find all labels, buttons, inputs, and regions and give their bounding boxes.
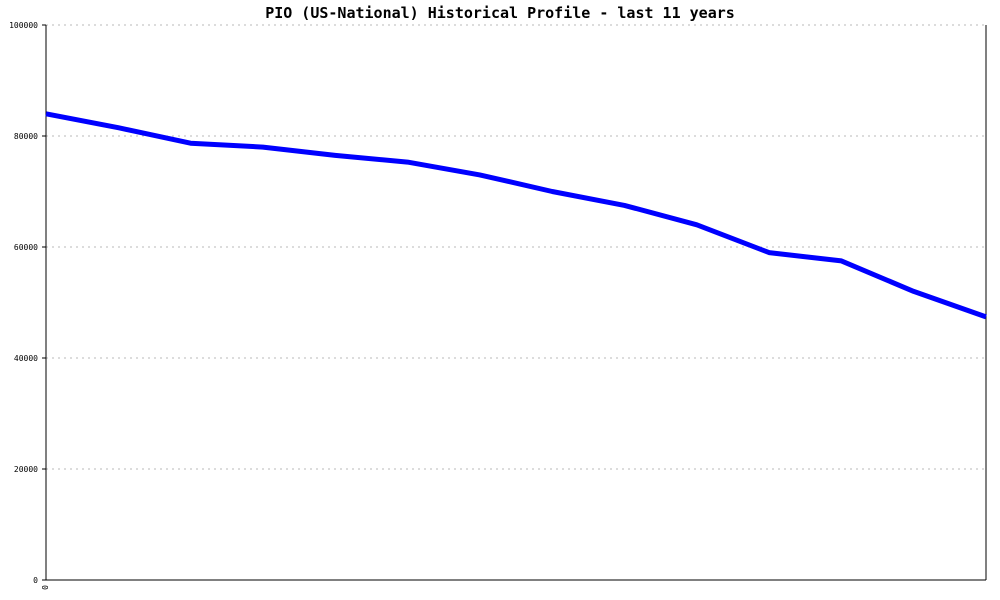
gridlines	[46, 24, 986, 470]
y-tick-label: 80000	[14, 132, 38, 141]
y-tick-label: 20000	[14, 465, 38, 474]
series-line-0	[45, 111, 987, 320]
y-tick-label: 0	[33, 576, 38, 585]
chart-title: PIO (US-National) Historical Profile - l…	[265, 4, 735, 22]
tick-labels: 0 20000 40000 60000 80000 100000 0	[9, 21, 50, 590]
y-tick-label: 40000	[14, 354, 38, 363]
x-tick-label: 0	[41, 585, 50, 590]
series-group	[45, 111, 987, 320]
y-tick-label: 100000	[9, 21, 38, 30]
y-tick-label: 60000	[14, 243, 38, 252]
axes	[42, 24, 987, 581]
